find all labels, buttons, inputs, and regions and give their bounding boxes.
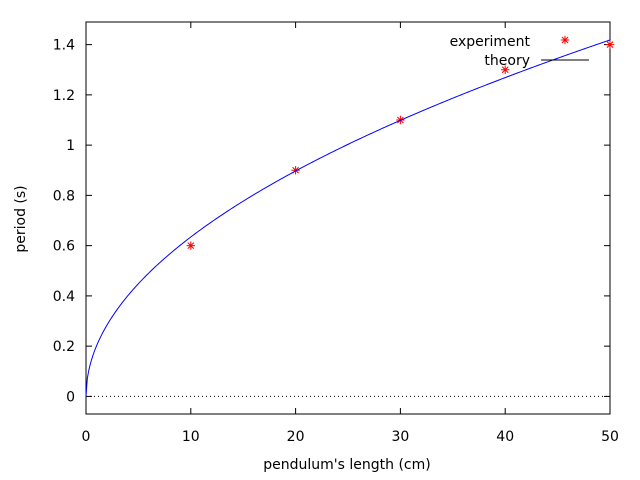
data-layer	[85, 39, 615, 397]
y-tick-label: 1	[66, 138, 75, 154]
x-tick-label: 30	[391, 429, 409, 445]
data-point	[186, 241, 195, 250]
x-tick-label: 40	[496, 429, 514, 445]
data-point	[605, 40, 615, 49]
x-tick-label: 0	[82, 429, 91, 445]
y-tick-label: 0	[66, 389, 75, 405]
y-tick-label: 0.8	[53, 188, 75, 204]
plot-area	[85, 21, 611, 415]
series-line-theory	[85, 39, 611, 397]
legend: experiment theory	[450, 34, 589, 69]
legend-label-theory: theory	[484, 53, 530, 69]
y-tick-label: 1.4	[53, 38, 75, 54]
x-tick-label: 10	[182, 429, 200, 445]
plot-border	[85, 21, 611, 415]
data-point	[291, 166, 300, 175]
y-tick-label: 0.4	[53, 289, 75, 305]
x-tick-label: 20	[287, 429, 305, 445]
y-tick-label: 1.2	[53, 88, 75, 104]
axis-ticks: 0 10 20 30 40 50 0 0.2 0.4 0.6 0.8 1 1.2 1.4	[53, 22, 619, 445]
x-tick-label: 50	[601, 429, 619, 445]
y-tick-label: 0.2	[53, 339, 75, 355]
y-axis-label: period (s)	[13, 185, 29, 252]
legend-label-experiment: experiment	[450, 34, 531, 50]
y-tick-label: 0.6	[53, 239, 75, 255]
data-point	[501, 65, 510, 74]
x-axis-label: pendulum's length (cm)	[263, 457, 430, 473]
legend-marker-experiment	[560, 35, 570, 45]
